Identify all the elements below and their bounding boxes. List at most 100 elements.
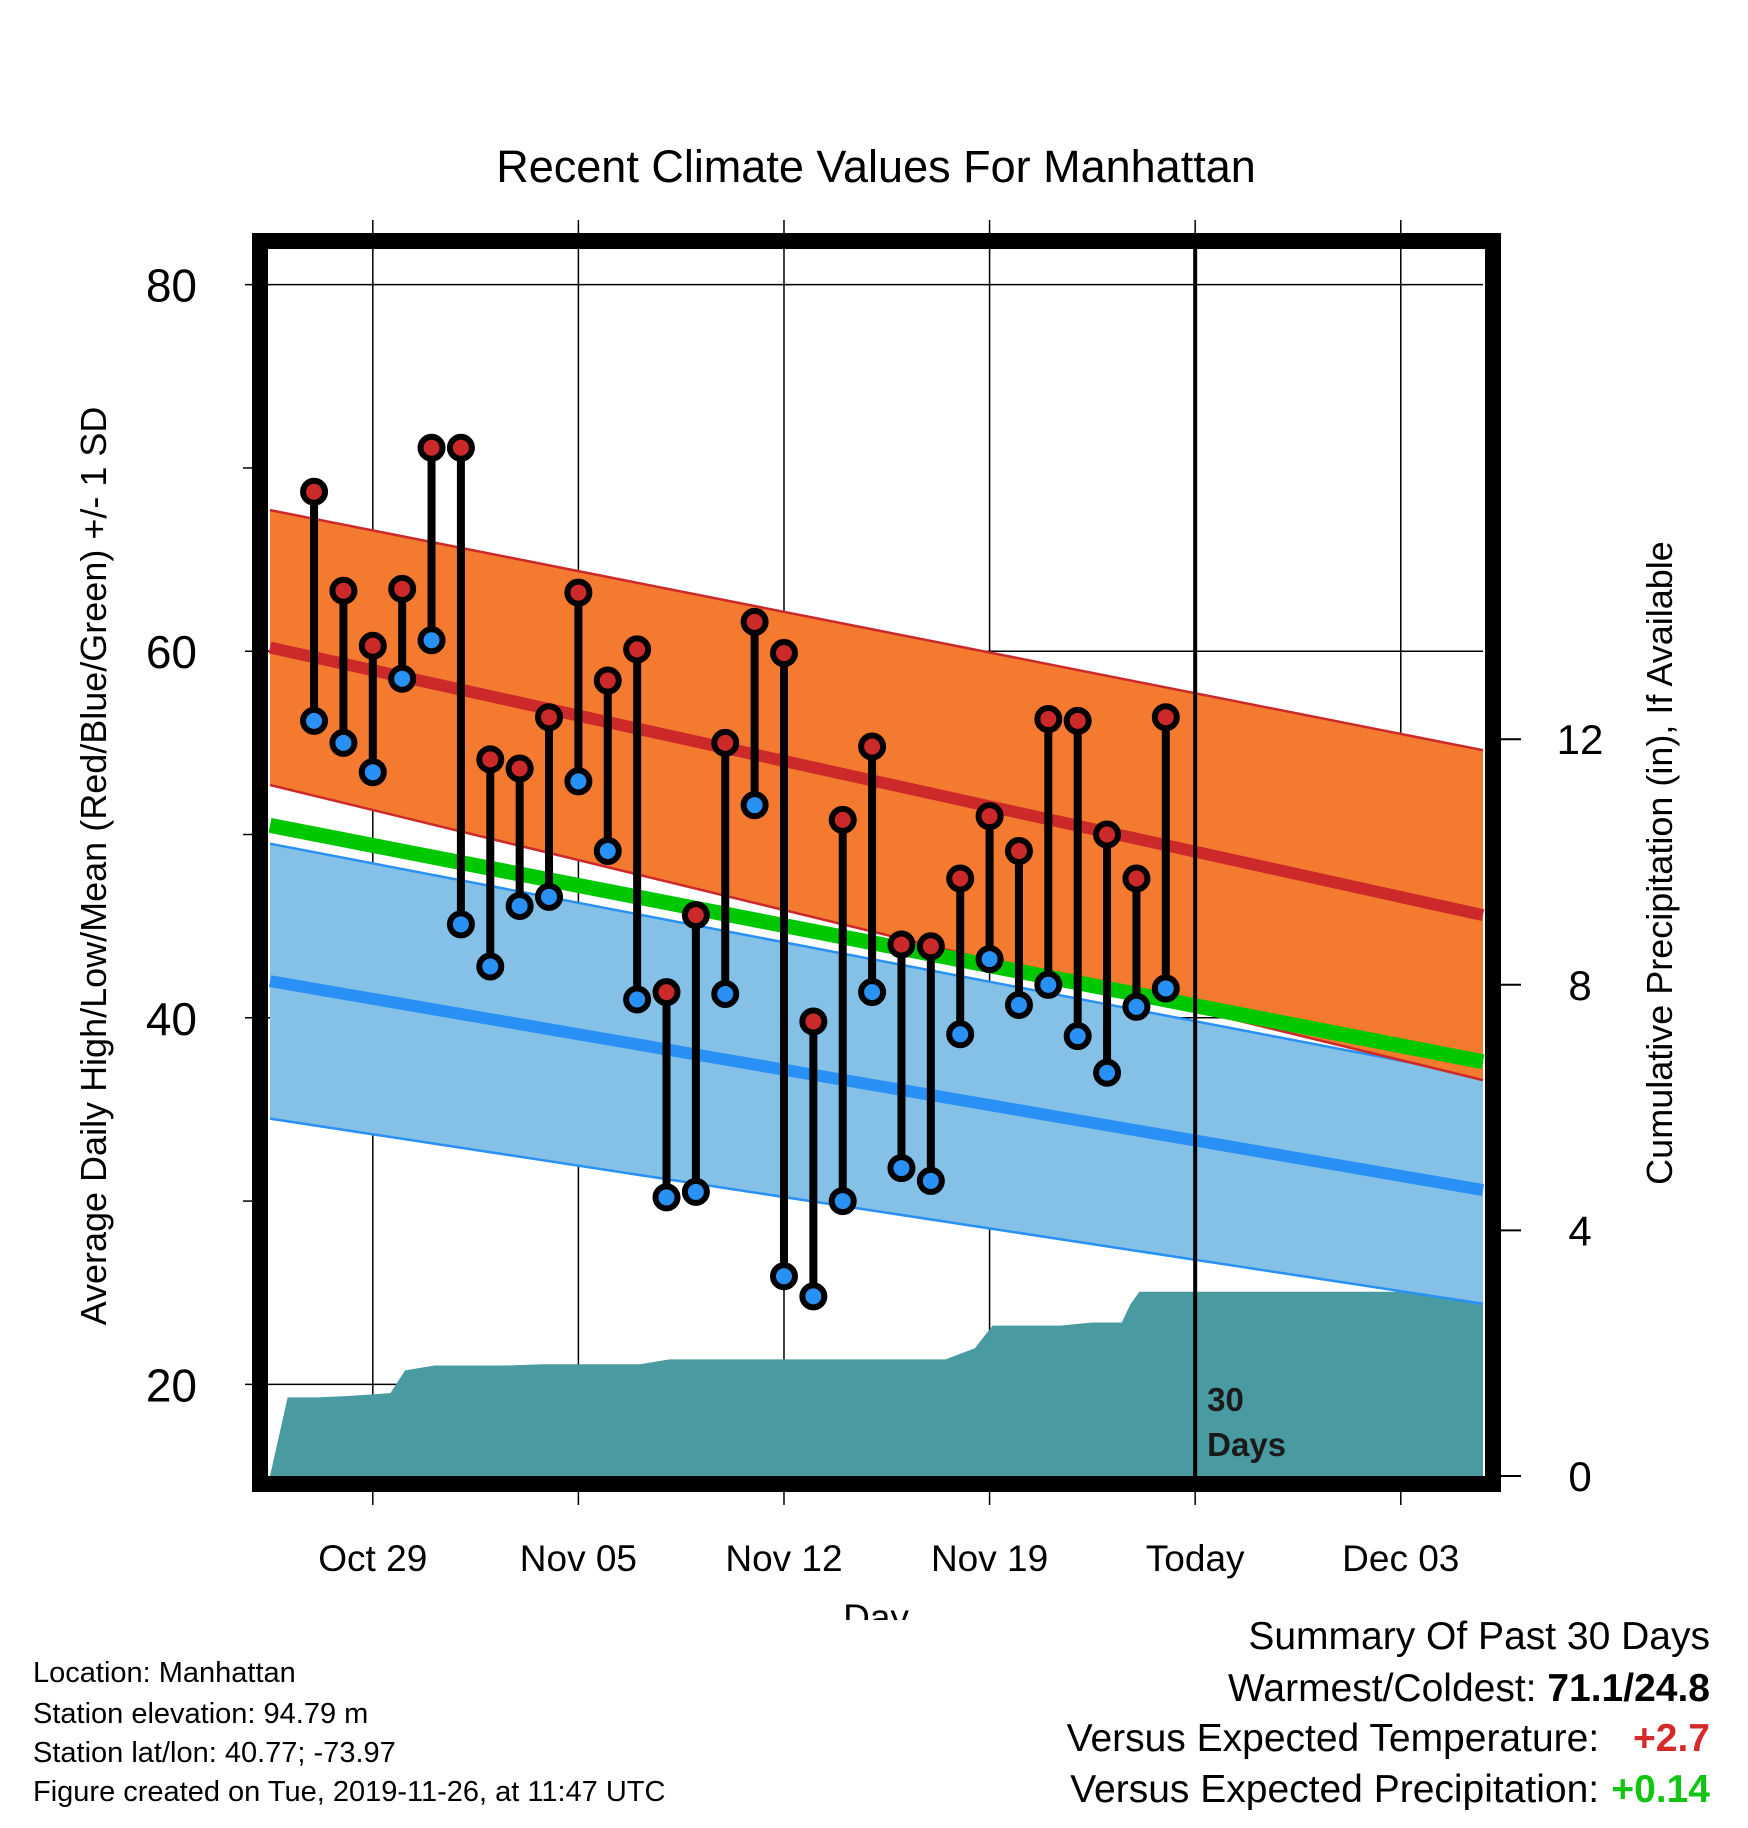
daily-low-point	[476, 952, 505, 981]
daily-low-point	[446, 910, 475, 939]
daily-low-point	[858, 978, 887, 1007]
normal-high-line	[268, 641, 1485, 922]
summary-temperature-row: Versus Expected Temperature: +2.7	[1067, 1714, 1710, 1764]
summary-warm-cold-row: Warmest/Coldest: 71.1/24.8	[1228, 1664, 1710, 1714]
temperature-anomaly-value: +2.7	[1633, 1717, 1710, 1760]
daily-high-point	[446, 433, 475, 462]
location-label: Location: Manhattan	[33, 1657, 296, 1689]
daily-low-point	[623, 985, 652, 1014]
daily-high-point	[946, 864, 975, 893]
warm-cold-label: Warmest/Coldest:	[1228, 1667, 1537, 1710]
daily-low-point	[329, 728, 358, 757]
daily-high-point	[535, 703, 564, 732]
daily-high-point	[1004, 837, 1033, 866]
daily-low-point	[417, 626, 446, 655]
daily-low-point	[1034, 970, 1063, 999]
axes: Oct 29 Nov 05 Nov 12 Nov 19 Today Dec 0320406…	[73, 141, 1680, 1620]
y2-axis-label: Cumulative Precipitation (in), If Availa…	[1639, 541, 1680, 1185]
y2-tick-label: 4	[1568, 1207, 1591, 1254]
x-tick-label: Nov 12	[725, 1538, 842, 1579]
daily-low-point	[711, 979, 740, 1008]
daily-high-point	[1093, 820, 1122, 849]
climate-chart: 30 Days Oct 29 Nov 05 Nov 12 Nov 19 Today Dec …	[73, 141, 1680, 1620]
daily-low-point	[946, 1020, 975, 1049]
daily-high-point	[711, 728, 740, 757]
daily-low-point	[887, 1154, 916, 1183]
station-latlon-label: Station lat/lon: 40.77; -73.97	[33, 1737, 396, 1769]
y-tick-label: 40	[146, 993, 197, 1045]
daily-high-point	[858, 732, 887, 761]
normal-low-upper-edge	[269, 842, 1484, 1078]
daily-high-point	[623, 635, 652, 664]
daily-high-point	[887, 930, 916, 959]
daily-low-point	[681, 1177, 710, 1206]
daily-high-point	[1122, 864, 1151, 893]
daily-high-point	[505, 754, 534, 783]
x-tick-label: Nov 05	[520, 1538, 637, 1579]
precipitation-anomaly-value: +0.14	[1611, 1768, 1710, 1811]
x-tick-label: Nov 19	[931, 1538, 1048, 1579]
daily-high-point	[975, 802, 1004, 831]
y-tick-label: 80	[146, 260, 197, 312]
y-axis-label: Average Daily High/Low/Mean (Red/Blue/Gr…	[73, 407, 114, 1326]
daily-low-point	[652, 1183, 681, 1212]
plot-area: 30 Days	[245, 220, 1485, 1505]
y2-tick-label: 8	[1568, 962, 1591, 1009]
precipitation-label: Versus Expected Precipitation:	[1070, 1768, 1600, 1811]
x-tick-label: Dec 03	[1342, 1538, 1459, 1579]
daily-low-point	[564, 767, 593, 796]
daily-low-point	[1004, 990, 1033, 1019]
daily-high-point	[1034, 705, 1063, 734]
daily-high-point	[593, 666, 622, 695]
daily-low-point	[593, 837, 622, 866]
daily-high-point	[417, 433, 446, 462]
summary-precipitation-row: Versus Expected Precipitation: +0.14	[1070, 1765, 1710, 1815]
daily-high-point	[300, 477, 329, 506]
x-tick-label: Today	[1146, 1538, 1245, 1579]
daily-high-point	[476, 745, 505, 774]
daily-low-point	[1151, 974, 1180, 1003]
figure-created-label: Figure created on Tue, 2019-11-26, at 11…	[33, 1776, 666, 1808]
daily-low-point	[1093, 1058, 1122, 1087]
daily-high-point	[358, 631, 387, 660]
today-marker-label: 30 Days	[1207, 1381, 1286, 1463]
daily-low-point	[1063, 1022, 1092, 1051]
y2-tick-label: 12	[1557, 716, 1604, 763]
y-tick-label: 60	[146, 626, 197, 678]
normal-high-band	[270, 510, 1483, 1081]
daily-high-point	[740, 607, 769, 636]
daily-high-point	[828, 805, 857, 834]
x-tick-label: Oct 29	[318, 1538, 427, 1579]
daily-low-point	[358, 758, 387, 787]
daily-high-point	[769, 639, 798, 668]
y2-tick-label: 0	[1568, 1453, 1591, 1500]
daily-high-point	[1151, 703, 1180, 732]
station-elevation-label: Station elevation: 94.79 m	[33, 1698, 369, 1730]
daily-low-point	[300, 706, 329, 735]
daily-low-point	[740, 791, 769, 820]
daily-low-point	[535, 882, 564, 911]
daily-low-point	[916, 1166, 945, 1195]
precipitation-area	[270, 1291, 1483, 1476]
daily-high-point	[652, 978, 681, 1007]
normal-low-line	[268, 975, 1485, 1196]
daily-high-point	[799, 1007, 828, 1036]
normal-low-lower-edge	[269, 1117, 1484, 1305]
daily-low-point	[975, 945, 1004, 974]
warm-cold-value: 71.1/24.8	[1547, 1667, 1710, 1710]
daily-high-point	[564, 578, 593, 607]
y-tick-label: 20	[146, 1359, 197, 1411]
daily-high-point	[1063, 706, 1092, 735]
daily-low-point	[388, 664, 417, 693]
daily-high-point	[681, 901, 710, 930]
daily-low-point	[769, 1262, 798, 1291]
x-axis-label: Day	[843, 1597, 909, 1620]
daily-high-point	[329, 576, 358, 605]
normal-mean-line	[268, 817, 1485, 1070]
daily-high-point	[388, 574, 417, 603]
normal-high-lower-edge	[269, 783, 1484, 1082]
temperature-label: Versus Expected Temperature:	[1066, 1717, 1600, 1760]
summary-heading: Summary Of Past 30 Days	[1248, 1615, 1710, 1658]
daily-high-point	[916, 932, 945, 961]
normal-high-upper-edge	[269, 508, 1484, 752]
